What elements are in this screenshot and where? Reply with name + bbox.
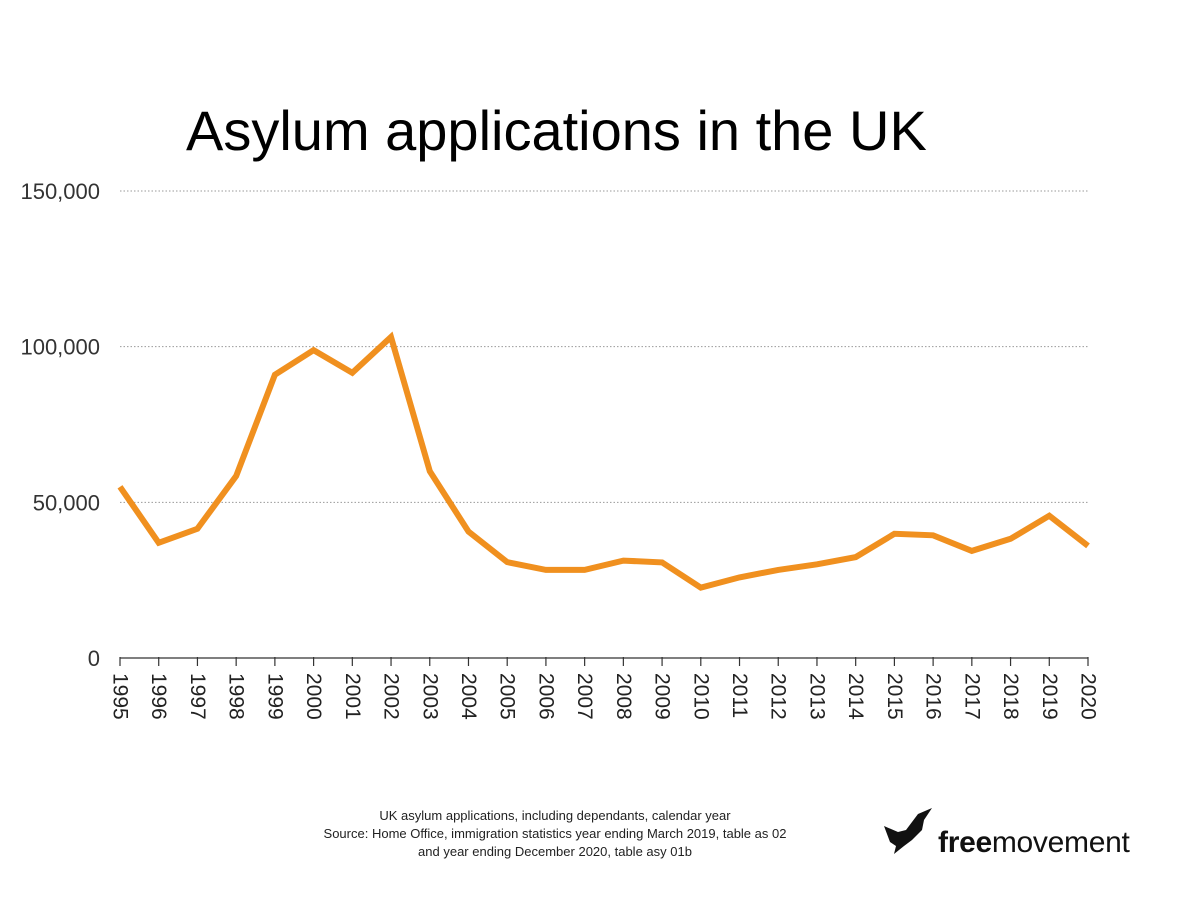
- chart-title: Asylum applications in the UK: [186, 99, 927, 162]
- x-tick-label: 2009: [651, 673, 674, 720]
- y-tick-label: 50,000: [33, 490, 100, 515]
- x-axis: [119, 657, 1089, 666]
- x-tick-label: 2003: [418, 673, 441, 720]
- x-tick-label: 1999: [263, 673, 286, 720]
- x-tick-label: 2001: [341, 673, 364, 720]
- logo-wordmark: freemovement: [938, 826, 1130, 860]
- chart-footnote: UK asylum applications, including depend…: [255, 807, 855, 861]
- y-tick-label: 100,000: [20, 335, 100, 360]
- footnote-source-line: and year ending December 2020, table asy…: [418, 844, 692, 859]
- x-tick-label: 2016: [922, 673, 945, 720]
- x-tick-label: 2005: [496, 673, 519, 720]
- logo-bold-text: free: [938, 826, 992, 859]
- x-tick-label: 1996: [147, 673, 170, 720]
- y-tick-label: 150,000: [20, 179, 100, 204]
- x-tick-label: 2014: [844, 673, 867, 720]
- y-axis-tick-labels: 0 50,000 100,000 150,000: [20, 179, 100, 671]
- x-tick-label: 2008: [612, 673, 635, 720]
- x-tick-label: 2018: [999, 673, 1022, 720]
- series-layer: [117, 331, 1090, 591]
- x-tick-label: 2010: [689, 673, 712, 720]
- x-axis-tick-labels: 1995 1996 1997 1998 1999 2000 2001 2002 2003 2004…: [109, 673, 1100, 720]
- x-tick-label: 2004: [457, 673, 480, 720]
- x-tick-label: 2017: [960, 673, 983, 720]
- flying-bird-icon: [884, 808, 932, 854]
- x-tick-label: 2019: [1038, 673, 1061, 720]
- footnote-source-line: Source: Home Office, immigration statist…: [323, 826, 787, 841]
- freemovement-logo: freemovement: [882, 806, 1142, 862]
- x-tick-label: 2020: [1077, 673, 1100, 720]
- footnote-line: UK asylum applications, including depend…: [379, 808, 731, 823]
- x-tick-label: 2015: [883, 673, 906, 720]
- x-tick-label: 2006: [534, 673, 557, 720]
- y-tick-label: 0: [88, 646, 100, 671]
- x-tick-label: 2007: [573, 673, 596, 720]
- x-tick-label: 1995: [109, 673, 132, 720]
- x-tick-label: 2012: [767, 673, 790, 720]
- x-tick-label: 2000: [302, 673, 325, 720]
- x-tick-label: 1997: [186, 673, 209, 720]
- grid-lines: [120, 190, 1088, 503]
- logo-regular-text: movement: [991, 826, 1130, 859]
- x-tick-label: 1998: [225, 673, 248, 720]
- x-tick-label: 2011: [728, 673, 751, 718]
- x-tick-label: 2013: [805, 673, 828, 720]
- series-line: [117, 331, 1090, 591]
- x-tick-label: 2002: [380, 673, 403, 720]
